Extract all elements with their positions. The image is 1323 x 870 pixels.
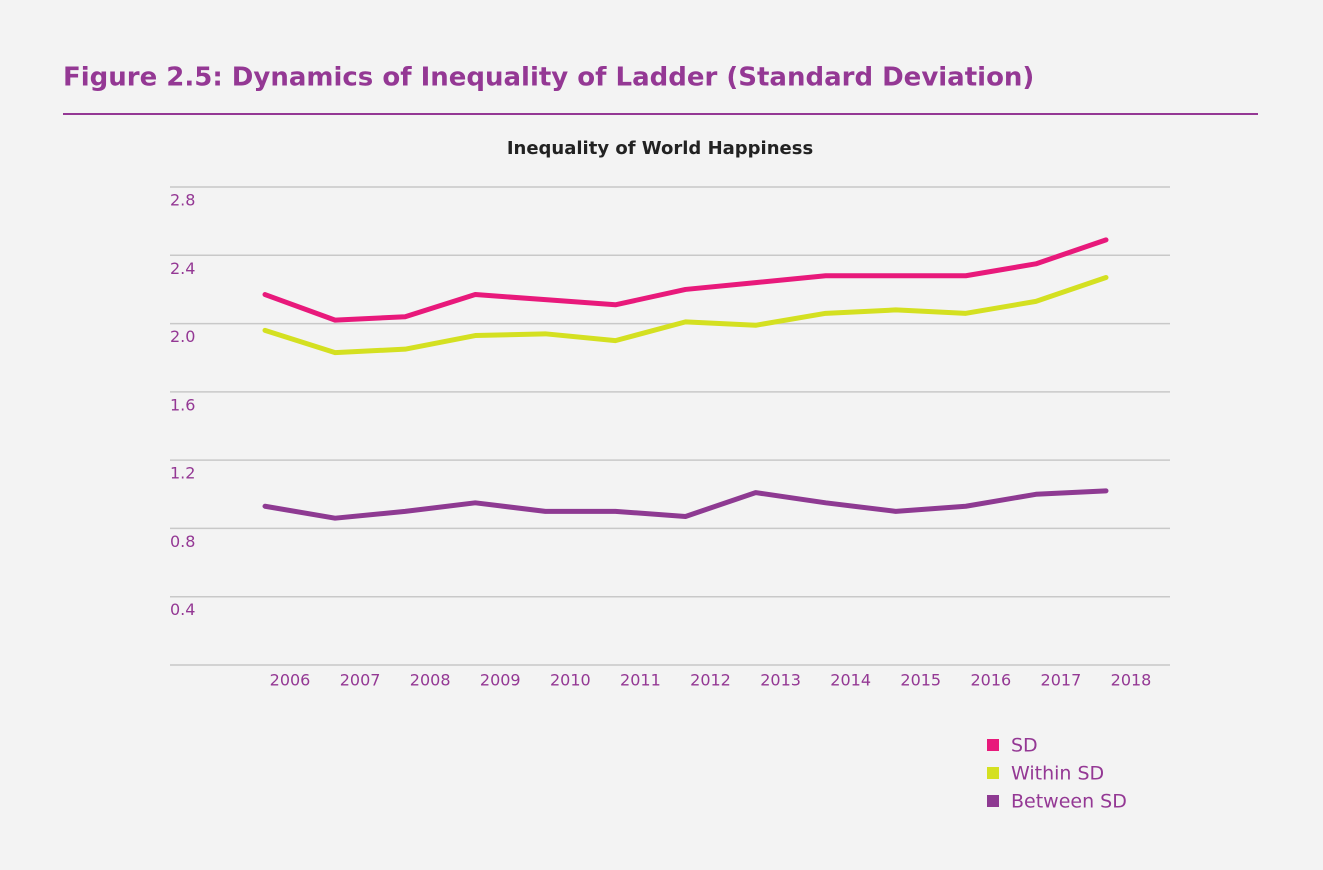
x-tick-label: 2011 — [620, 671, 661, 690]
x-tick-label: 2012 — [690, 671, 731, 690]
x-tick-label: 2007 — [340, 671, 381, 690]
chart-title: Inequality of World Happiness — [507, 138, 813, 159]
legend-swatch — [987, 739, 999, 751]
x-tick-label: 2015 — [900, 671, 941, 690]
x-tick-label: 2010 — [550, 671, 591, 690]
x-tick-label: 2017 — [1041, 671, 1082, 690]
y-tick-label: 2.4 — [170, 259, 195, 278]
legend-label: Within SD — [1011, 763, 1104, 785]
x-tick-label: 2008 — [410, 671, 451, 690]
x-tick-label: 2006 — [270, 671, 311, 690]
legend-label: SD — [1011, 735, 1038, 757]
legend-swatch — [987, 767, 999, 779]
legend-label: Between SD — [1011, 791, 1127, 813]
y-tick-label: 1.6 — [170, 395, 195, 414]
x-tick-label: 2014 — [830, 671, 871, 690]
series-line — [262, 274, 1109, 356]
y-tick-label: 2.8 — [170, 191, 195, 210]
y-tick-label: 1.2 — [170, 464, 195, 483]
y-tick-label: 0.8 — [170, 532, 195, 551]
y-tick-label: 0.4 — [170, 600, 195, 619]
x-tick-label: 2016 — [970, 671, 1011, 690]
figure-title: Figure 2.5: Dynamics of Inequality of La… — [63, 63, 1034, 93]
series-line — [262, 488, 1109, 521]
x-tick-label: 2013 — [760, 671, 801, 690]
series-line — [262, 237, 1109, 323]
legend-swatch — [987, 795, 999, 807]
x-tick-label: 2018 — [1111, 671, 1152, 690]
y-tick-label: 2.0 — [170, 327, 195, 346]
x-tick-label: 2009 — [480, 671, 521, 690]
